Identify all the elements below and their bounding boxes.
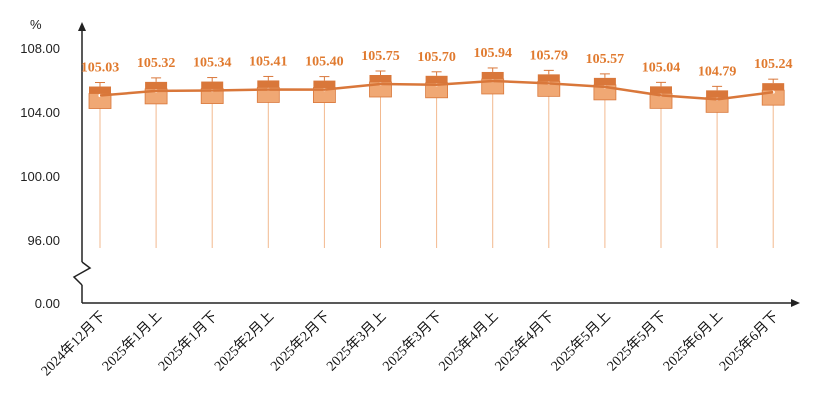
category-label: 2025年5月下 — [604, 309, 670, 375]
marker-box-upper — [650, 86, 672, 94]
marker-box-upper — [706, 90, 729, 98]
marker-box-upper — [481, 71, 504, 79]
marker-box-upper — [425, 75, 448, 83]
data-labels: 105.03 105.32 105.34 105.41 105.40 105.75 105.… — [81, 46, 793, 79]
marker-box-upper — [257, 80, 280, 88]
category-label: 2025年6月上 — [660, 309, 726, 375]
data-label: 105.24 — [754, 57, 793, 72]
data-label: 105.70 — [417, 50, 456, 65]
marker-box-lower — [425, 82, 449, 99]
axes — [72, 22, 800, 307]
category-label: 2025年3月下 — [380, 309, 446, 375]
marker-box-upper — [762, 83, 785, 91]
category-label: 2025年5月上 — [548, 309, 614, 375]
category-label: 2025年3月上 — [324, 309, 390, 375]
marker-box-upper — [313, 80, 336, 88]
marker-box-lower — [88, 93, 112, 109]
series-line — [99, 79, 774, 101]
marker-box-lower — [537, 80, 561, 97]
y-tick-label: 104.00 — [20, 105, 60, 120]
category-label: 2024年12月下 — [38, 309, 109, 380]
data-label: 105.32 — [137, 56, 176, 71]
data-label: 105.03 — [81, 61, 120, 76]
y-unit-label: % — [30, 17, 42, 32]
category-label: 2025年1月下 — [155, 309, 221, 375]
marker-box-upper — [145, 81, 168, 89]
category-label: 2025年1月上 — [99, 309, 165, 375]
y-tick-label: 100.00 — [20, 169, 60, 184]
marker-box-upper — [89, 86, 111, 94]
category-label: 2025年2月上 — [211, 309, 277, 375]
marker-box-lower — [256, 87, 280, 103]
marker-box-upper — [201, 81, 224, 89]
series-line-group — [99, 79, 774, 101]
data-label: 104.79 — [698, 64, 737, 79]
marker-box-lower — [649, 92, 673, 109]
data-label: 105.79 — [530, 48, 569, 63]
data-label: 105.41 — [249, 54, 288, 69]
y-axis-arrow — [78, 22, 86, 31]
y-tick-label: 108.00 — [20, 41, 60, 56]
marker-box-upper — [369, 75, 392, 82]
data-label: 105.40 — [305, 55, 344, 70]
data-label: 105.94 — [473, 46, 512, 61]
y-tick-label: 0.00 — [35, 296, 60, 311]
data-label: 105.57 — [586, 52, 625, 67]
category-label: 2025年4月下 — [492, 309, 558, 375]
x-axis-arrow — [791, 299, 800, 307]
y-axis-ticks: 108.00 104.00 100.00 96.00 0.00 — [20, 41, 60, 311]
data-label: 105.34 — [193, 56, 232, 71]
x-axis-categories: 2024年12月下2025年1月上2025年1月下2025年2月上2025年2月… — [38, 309, 782, 380]
marker-box-lower — [705, 96, 729, 113]
marker-box-lower — [481, 78, 505, 95]
marker-box-lower — [312, 87, 336, 103]
category-label: 2025年2月下 — [267, 309, 333, 375]
category-label: 2025年6月下 — [716, 309, 782, 375]
marker-box-lower — [200, 88, 224, 104]
data-label: 105.75 — [361, 49, 400, 64]
marker-box-upper — [537, 74, 560, 82]
category-label: 2025年4月上 — [436, 309, 502, 375]
axis-break-icon — [72, 261, 92, 286]
drop-lines — [99, 88, 774, 248]
markers — [88, 67, 785, 113]
marker-box-lower — [144, 88, 168, 105]
y-tick-label: 96.00 — [27, 233, 60, 248]
data-label: 105.04 — [642, 60, 681, 75]
marker-box-upper — [593, 77, 616, 85]
